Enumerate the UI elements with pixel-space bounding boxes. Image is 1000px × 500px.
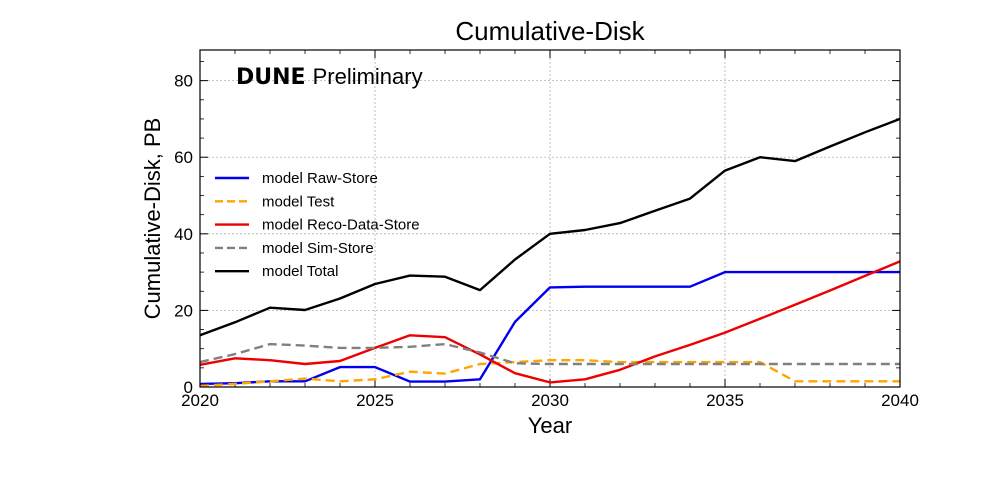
x-tick-label: 2040 [881, 391, 919, 410]
x-tick-label: 2030 [531, 391, 569, 410]
y-tick-label: 80 [174, 72, 193, 91]
series-line-model-sim-store [199, 342, 900, 366]
series-line-model-reco-data-store [199, 260, 901, 384]
annotation-regular: Preliminary [313, 64, 423, 89]
series-lines [199, 117, 901, 388]
y-tick-label: 40 [174, 225, 193, 244]
y-tick-label: 60 [174, 148, 193, 167]
annotation-bold: DUNE [236, 65, 306, 90]
series-line-model-test [199, 359, 900, 388]
legend-label-model-sim-store: model Sim-Store [262, 240, 374, 257]
dune-preliminary-annotation: DUNE Preliminary [236, 64, 423, 90]
series-line-model-raw-store [199, 270, 900, 386]
y-tick-label: 20 [174, 301, 193, 320]
plot-frame [199, 49, 901, 388]
x-tick-label: 2025 [356, 391, 394, 410]
y-tick-label: 0 [184, 378, 193, 397]
x-tick-label: 2035 [706, 391, 744, 410]
x-tick-label: 2020 [181, 391, 219, 410]
legend: model Raw-Store model Test model Reco-Data… [215, 170, 420, 280]
y-axis-label: Cumulative-Disk, PB [140, 118, 165, 320]
legend-label-model-raw-store: model Raw-Store [262, 170, 378, 187]
x-axis-label: Year [528, 413, 572, 438]
legend-label-model-reco-data-store: model Reco-Data-Store [262, 217, 420, 234]
legend-label-model-test: model Test [262, 193, 335, 210]
legend-label-model-total: model Total [262, 263, 338, 280]
chart-title: Cumulative-Disk [455, 16, 645, 46]
series-line-model-total [199, 117, 901, 337]
